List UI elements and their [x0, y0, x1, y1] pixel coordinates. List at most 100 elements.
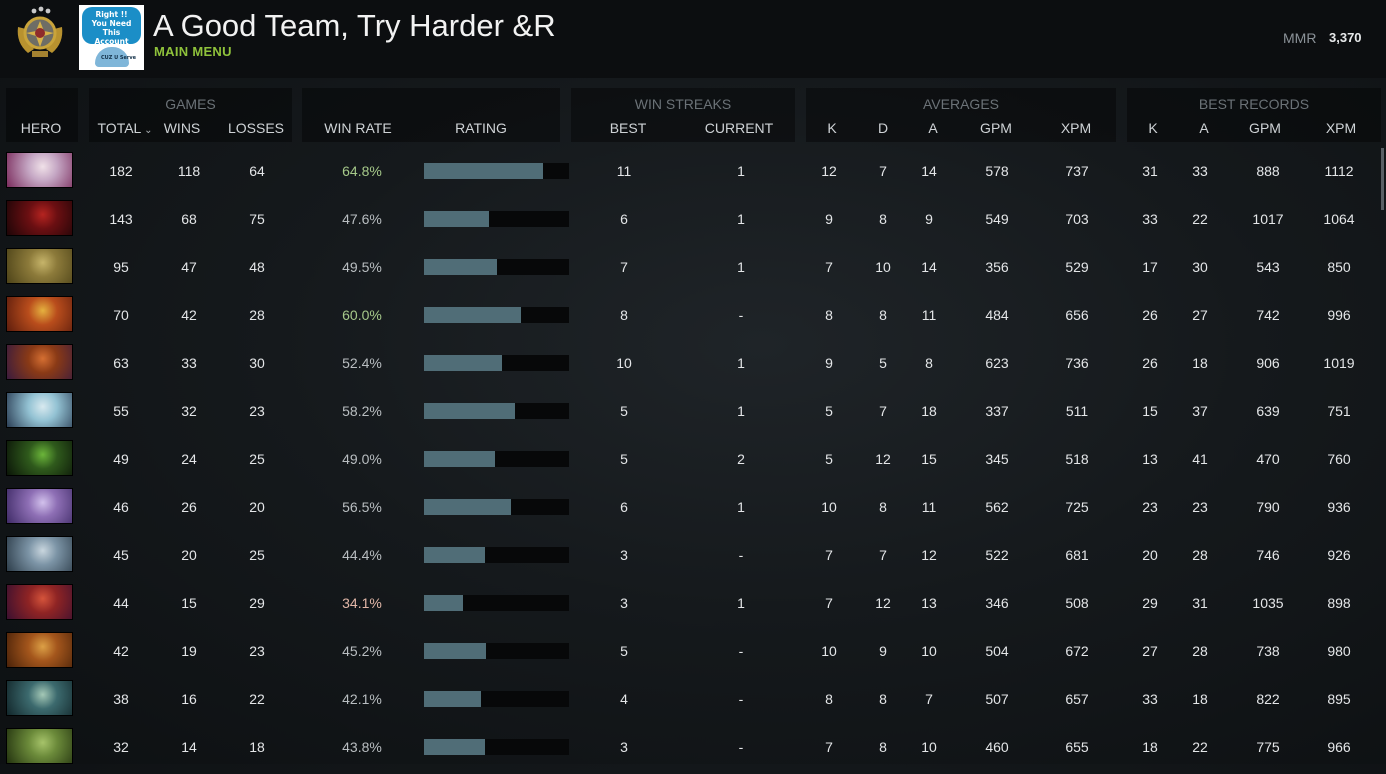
- cell-avg-kills: 9: [825, 211, 833, 227]
- table-row[interactable]: 38 16 22 42.1% 4 - 8 8 7 507 657 33 18 822 895: [0, 678, 1386, 726]
- cell-avg-assists: 12: [921, 547, 937, 563]
- cell-best-xpm: 898: [1327, 595, 1351, 611]
- cell-total: 143: [109, 211, 133, 227]
- cell-avg-gpm: 460: [985, 739, 1009, 755]
- hero-portrait[interactable]: [6, 728, 73, 764]
- hero-portrait[interactable]: [6, 296, 73, 332]
- column-header-total[interactable]: TOTAL: [98, 120, 153, 136]
- cell-avg-kills: 12: [821, 163, 837, 179]
- table-row[interactable]: 42 19 23 45.2% 5 - 10 9 10 504 672 27 28 738 980: [0, 630, 1386, 678]
- column-header-best-kills[interactable]: K: [1148, 120, 1158, 136]
- hero-portrait[interactable]: [6, 392, 73, 428]
- cell-current-streak: -: [738, 691, 744, 707]
- table-row[interactable]: 45 20 25 44.4% 3 - 7 7 12 522 681 20 28 746 926: [0, 534, 1386, 582]
- cell-win-rate: 52.4%: [342, 355, 382, 371]
- hero-portrait[interactable]: [6, 152, 73, 188]
- cell-avg-xpm: 655: [1065, 739, 1089, 755]
- cell-avg-assists: 7: [925, 691, 933, 707]
- hero-portrait[interactable]: [6, 440, 73, 476]
- cell-avg-assists: 14: [921, 259, 937, 275]
- table-row[interactable]: 182 118 64 64.8% 11 1 12 7 14 578 737 31 33 888 1112: [0, 150, 1386, 198]
- table-row[interactable]: 44 15 29 34.1% 3 1 7 12 13 346 508 29 31 1035 898: [0, 582, 1386, 630]
- column-header-best-xpm[interactable]: XPM: [1325, 120, 1357, 136]
- hero-portrait[interactable]: [6, 536, 73, 572]
- column-header-hero[interactable]: HERO: [20, 120, 62, 136]
- cell-best-streak: 6: [620, 499, 628, 515]
- column-header-avg-gpm[interactable]: GPM: [980, 120, 1012, 136]
- cell-avg-gpm: 623: [985, 355, 1009, 371]
- table-row[interactable]: 46 26 20 56.5% 6 1 10 8 11 562 725 23 23 790 936: [0, 486, 1386, 534]
- hero-portrait[interactable]: [6, 344, 73, 380]
- hero-portrait[interactable]: [6, 488, 73, 524]
- table-row[interactable]: 63 33 30 52.4% 10 1 9 5 8 623 736 26 18 906 1019: [0, 342, 1386, 390]
- hero-portrait[interactable]: [6, 680, 73, 716]
- column-header-win-rate[interactable]: WIN RATE: [324, 120, 392, 136]
- table-row[interactable]: 55 32 23 58.2% 5 1 5 7 18 337 511 15 37 639 751: [0, 390, 1386, 438]
- cell-total: 182: [109, 163, 133, 179]
- cell-avg-kills: 9: [825, 355, 833, 371]
- rating-bar-fill: [424, 691, 481, 707]
- cell-avg-deaths: 8: [879, 691, 887, 707]
- column-header-best-streak[interactable]: BEST: [609, 120, 647, 136]
- column-header-current-streak[interactable]: CURRENT: [704, 120, 774, 136]
- rating-bar: [424, 691, 569, 707]
- hero-portrait[interactable]: [6, 584, 73, 620]
- cell-win-rate: 45.2%: [342, 643, 382, 659]
- cell-total: 63: [113, 355, 129, 371]
- rating-bar: [424, 643, 569, 659]
- column-header-avg-assists[interactable]: A: [928, 120, 938, 136]
- cell-avg-assists: 10: [921, 643, 937, 659]
- cell-wins: 16: [181, 691, 197, 707]
- cell-best-gpm: 822: [1256, 691, 1280, 707]
- table-row[interactable]: 143 68 75 47.6% 6 1 9 8 9 549 703 33 22 1017 1064: [0, 198, 1386, 246]
- table-row[interactable]: 49 24 25 49.0% 5 2 5 12 15 345 518 13 41 470 760: [0, 438, 1386, 486]
- cell-avg-assists: 10: [921, 739, 937, 755]
- column-header-rating[interactable]: RATING: [455, 120, 507, 136]
- cell-best-xpm: 1112: [1324, 163, 1354, 179]
- column-header-avg-deaths[interactable]: D: [877, 120, 889, 136]
- cell-avg-gpm: 522: [985, 547, 1009, 563]
- cell-total: 32: [113, 739, 129, 755]
- table-row[interactable]: 32 14 18 43.8% 3 - 7 8 10 460 655 18 22 775 966: [0, 726, 1386, 774]
- cell-avg-kills: 7: [825, 547, 833, 563]
- cell-best-gpm: 470: [1256, 451, 1280, 467]
- cell-best-streak: 5: [620, 451, 628, 467]
- column-header-best-gpm[interactable]: GPM: [1249, 120, 1281, 136]
- hero-portrait[interactable]: [6, 632, 73, 668]
- scrollbar-thumb[interactable]: [1381, 148, 1384, 210]
- column-header-avg-kills[interactable]: K: [827, 120, 837, 136]
- cell-best-assists: 28: [1192, 643, 1208, 659]
- column-header-avg-xpm[interactable]: XPM: [1060, 120, 1092, 136]
- rating-bar: [424, 595, 569, 611]
- rating-bar-fill: [424, 307, 521, 323]
- mmr-value: 3,370: [1329, 30, 1362, 45]
- hero-portrait[interactable]: [6, 248, 73, 284]
- table-row[interactable]: 95 47 48 49.5% 7 1 7 10 14 356 529 17 30 543 850: [0, 246, 1386, 294]
- main-menu-link[interactable]: MAIN MENU: [154, 44, 232, 59]
- cell-win-rate: 34.1%: [342, 595, 382, 611]
- best-records-header-panel: [1127, 88, 1381, 142]
- cell-best-kills: 26: [1142, 355, 1158, 371]
- cell-best-gpm: 1035: [1252, 595, 1284, 611]
- column-header-losses[interactable]: LOSSES: [227, 120, 285, 136]
- rating-bar-fill: [424, 211, 489, 227]
- cell-best-xpm: 980: [1327, 643, 1351, 659]
- cell-losses: 20: [249, 499, 265, 515]
- cell-win-rate: 56.5%: [342, 499, 382, 515]
- cell-best-xpm: 936: [1327, 499, 1351, 515]
- cell-best-xpm: 1019: [1323, 355, 1355, 371]
- cell-best-streak: 6: [620, 211, 628, 227]
- cell-avg-assists: 15: [921, 451, 937, 467]
- cell-wins: 68: [181, 211, 197, 227]
- group-title-win-streaks: WIN STREAKS: [634, 96, 732, 112]
- hero-portrait[interactable]: [6, 200, 73, 236]
- cell-current-streak: 2: [737, 451, 745, 467]
- rating-bar-fill: [424, 163, 543, 179]
- rating-bar-fill: [424, 739, 485, 755]
- cell-win-rate: 44.4%: [342, 547, 382, 563]
- column-header-best-assists[interactable]: A: [1199, 120, 1209, 136]
- cell-avg-xpm: 511: [1065, 403, 1089, 419]
- profile-avatar[interactable]: Right !! You Need This Account CUZ U Ser…: [79, 5, 144, 70]
- column-header-wins[interactable]: WINS: [163, 120, 201, 136]
- table-row[interactable]: 70 42 28 60.0% 8 - 8 8 11 484 656 26 27 742 996: [0, 294, 1386, 342]
